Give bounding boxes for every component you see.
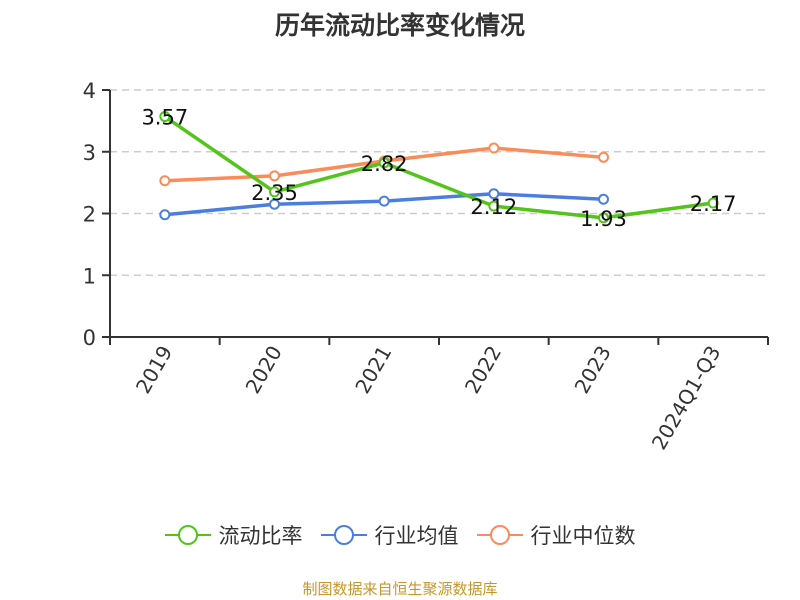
data-point[interactable] (159, 209, 171, 221)
data-point[interactable] (269, 170, 280, 182)
orange-line-circle-icon (476, 525, 523, 545)
data-point[interactable] (488, 200, 500, 212)
data-label: 2.17 (690, 192, 737, 216)
data-point[interactable] (488, 188, 500, 200)
legend: 流动比率 行业均值 行业中位数 (0, 520, 800, 550)
y-tick-label: 1 (83, 264, 96, 288)
x-tick-label: 2022 (460, 342, 506, 398)
data-point[interactable] (488, 142, 500, 154)
chart-title: 历年流动比率变化情况 (274, 11, 525, 40)
legend-label: 行业中位数 (530, 524, 636, 548)
legend-item-current-ratio[interactable]: 流动比率 (164, 520, 303, 550)
legend-item-industry-median[interactable]: 行业中位数 (476, 520, 636, 550)
y-tick-label: 2 (83, 203, 96, 227)
x-tick-label: 2020 (241, 342, 287, 398)
data-label: 2.82 (361, 152, 408, 176)
data-point[interactable] (598, 151, 609, 163)
data-label: 2.35 (251, 181, 298, 205)
x-tick-label: 2021 (350, 342, 396, 398)
green-line-circle-icon (164, 525, 211, 545)
x-tick-label: 2024Q1-Q3 (647, 342, 726, 454)
line-chart: 0 1 2 3 4 2019 2020 2021 2022 2023 2024Q1-Q3 3.57 2.… (83, 79, 769, 454)
blue-line-circle-icon (320, 525, 367, 545)
legend-label: 行业均值 (374, 524, 459, 548)
y-tick-label: 4 (83, 79, 96, 103)
data-point[interactable] (707, 197, 719, 209)
y-tick-label: 3 (83, 141, 96, 165)
data-point[interactable] (378, 195, 390, 207)
data-source-note: 制图数据来自恒生聚源数据库 (302, 580, 498, 598)
series-line (163, 115, 714, 220)
x-tick-label: 2023 (570, 342, 616, 398)
data-label: 3.57 (141, 106, 188, 130)
data-point[interactable] (598, 193, 609, 205)
x-tick-label: 2019 (131, 342, 177, 398)
data-label: 2.12 (470, 195, 517, 219)
data-point[interactable] (159, 175, 171, 187)
data-point[interactable] (378, 157, 390, 169)
data-point[interactable] (269, 198, 280, 210)
legend-label: 流动比率 (218, 524, 303, 548)
y-tick-label: 0 (83, 326, 96, 350)
data-point[interactable] (598, 212, 609, 224)
data-point[interactable] (159, 111, 171, 123)
data-point[interactable] (269, 186, 280, 198)
legend-item-industry-average[interactable]: 行业均值 (320, 520, 459, 550)
data-label: 1.93 (580, 207, 627, 231)
